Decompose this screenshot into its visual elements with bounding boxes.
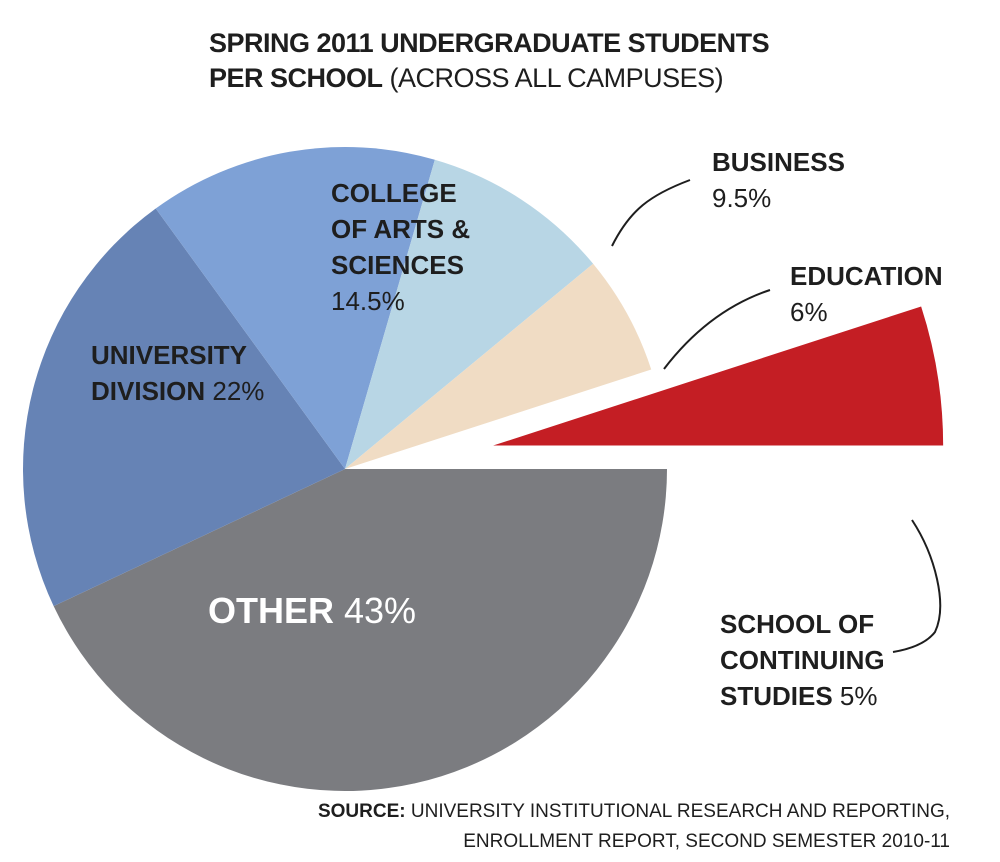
slice-label-other-name: OTHER [208,590,334,631]
leader-line-business [611,179,691,247]
pie-slice-school-of-continuing-studies [493,306,944,446]
source-line-2: ENROLLMENT REPORT, SECOND SEMESTER 2010-… [463,831,950,852]
pie-slice-other [53,469,667,791]
pie-slices [23,147,944,791]
slice-label-business: BUSINESS 9.5% [712,144,845,216]
leader-line-continuing-studies [892,519,942,653]
slice-label-scs-value: 5% [839,681,878,711]
pie-slice-college-of-arts-sciences [155,147,435,469]
slice-label-cas-line3: SCIENCES [331,250,464,280]
slice-label-university-line1: UNIVERSITY [91,340,248,370]
chart-title-line1: SPRING 2011 UNDERGRADUATE STUDENTS [209,28,770,58]
slice-label-university-division: UNIVERSITY DIVISION 22% [91,337,264,409]
slice-label-university-line2: DIVISION [91,376,206,406]
slice-label-cas-value: 14.5% [331,286,405,316]
slice-label-education-name: EDUCATION [790,261,943,291]
slice-label-arts-sciences: COLLEGE OF ARTS & SCIENCES 14.5% [331,175,470,319]
leader-line-education [663,289,771,370]
chart-subtitle-bold: PER SCHOOL [209,63,383,93]
slice-label-other-value: 43% [344,590,417,631]
slice-label-business-name: BUSINESS [712,147,845,177]
pie-slice-university-division [23,208,345,607]
slice-label-continuing-studies: SCHOOL OF CONTINUING STUDIES 5% [720,606,885,714]
pie-slice-business [345,159,594,470]
source-line-1: UNIVERSITY INSTITUTIONAL RESEARCH AND RE… [410,801,950,822]
leader-lines [611,179,942,653]
slice-label-scs-line1: SCHOOL OF [720,609,875,639]
slice-label-cas-line1: COLLEGE [331,178,457,208]
slice-label-scs-line2: CONTINUING [720,645,885,675]
chart-title: SPRING 2011 UNDERGRADUATE STUDENTS PER SC… [209,26,770,96]
slice-label-other: OTHER 43% [208,589,416,633]
slice-label-education: EDUCATION 6% [790,258,943,330]
chart-subtitle: (ACROSS ALL CAMPUSES) [389,63,724,93]
source-label: SOURCE: [317,801,406,822]
source-note: SOURCE: UNIVERSITY INSTITUTIONAL RESEARC… [318,797,950,857]
slice-label-education-value: 6% [790,297,828,327]
slice-label-business-value: 9.5% [712,183,772,213]
slice-label-cas-line2: OF ARTS & [331,214,471,244]
slice-label-scs-line3: STUDIES [720,681,833,711]
pie-slice-education [345,263,652,469]
slice-label-university-value: 22% [212,376,265,406]
